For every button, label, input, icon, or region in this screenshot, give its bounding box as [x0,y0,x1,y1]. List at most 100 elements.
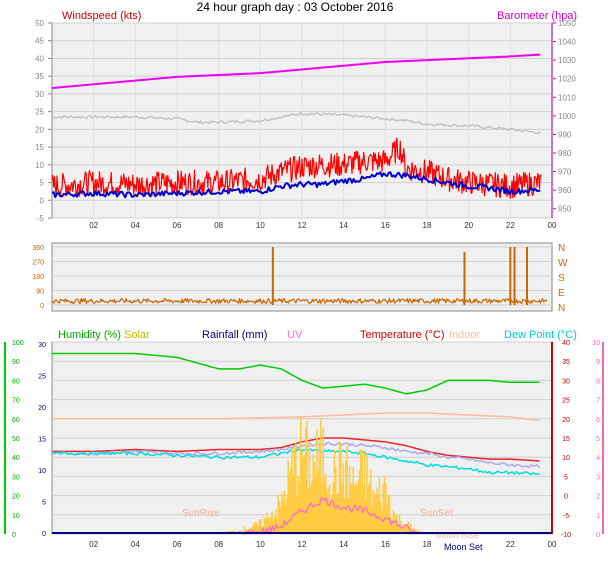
uv-tick-label: 4 [596,455,600,462]
series-grey [51,111,541,134]
barometer-tick-label: 1040 [558,38,576,47]
humidity-tick-label: 90 [12,359,20,366]
direction-tick-label: 270 [32,260,44,267]
windspeed-tick-label: 0 [40,196,45,205]
moonset-label: Moon Set [444,542,483,552]
humidity-tick-label: 40 [12,455,20,462]
x-tick-label: 04 [131,221,140,230]
rainfall-tick-label: 0 [42,531,46,538]
temperature-tick-label: 20 [562,417,570,424]
barometer-tick-label: 970 [558,168,572,177]
temperature-tick-label: 5 [564,474,568,481]
humidity-tick-label: 80 [12,378,20,385]
direction-tick-label: 360 [32,245,44,252]
compass-label: S [558,273,565,284]
direction-tick-label: 0 [40,303,44,310]
x-tick-label: 12 [298,540,307,549]
x-tick-label: 22 [506,540,515,549]
rainfall-tick-label: 25 [38,374,46,381]
barometer-tick-label: 980 [558,149,572,158]
temperature-tick-label: -5 [563,513,569,520]
barometer-tick-label: 960 [558,186,572,195]
uv-tick-label: 8 [596,378,600,385]
x-tick-label: 08 [214,540,223,549]
x-tick-label: 02 [89,540,98,549]
uv-tick-label: 10 [592,340,600,347]
uv-tick-label: 9 [596,359,600,366]
legend-dewpoint: Dew Point (°C) [504,329,577,341]
series-gust [51,137,542,199]
windspeed-tick-label: 30 [35,90,44,99]
windspeed-tick-label: 25 [35,108,44,117]
windspeed-tick-label: 50 [35,19,44,28]
series-baro [51,53,541,89]
x-tick-label: 08 [214,221,223,230]
series-uv [239,497,417,535]
temperature-tick-label: 30 [562,378,570,385]
x-tick-label: 10 [256,221,265,230]
x-tick-label: 06 [173,540,182,549]
x-tick-label: 00 [548,221,557,230]
series-indoor [52,412,540,422]
legend-solar: Solar [124,329,150,341]
barometer-tick-label: 950 [558,205,572,214]
direction-tick-label: 180 [32,274,44,281]
barometer-tick-label: 1050 [558,19,576,28]
uv-tick-label: 2 [596,494,600,501]
direction-tick-label: 90 [36,289,44,296]
windspeed-tick-label: 35 [35,72,44,81]
humidity-tick-label: 10 [12,513,20,520]
uv-tick-label: 7 [596,398,600,405]
compass-label: N [558,243,565,254]
barometer-tick-label: 1020 [558,75,576,84]
rainfall-tick-label: 10 [38,468,46,475]
temperature-tick-label: 15 [562,436,570,443]
uv-tick-label: 5 [596,436,600,443]
humidity-tick-label: 60 [12,417,20,424]
uv-tick-label: 0 [596,532,600,539]
temperature-tick-label: 40 [562,340,570,347]
legend-temperature: Temperature (°C) [360,329,444,341]
barometer-tick-label: 1010 [558,93,576,102]
series-avgwind [51,171,541,199]
windspeed-tick-label: -5 [37,214,45,223]
x-tick-label: 12 [298,221,307,230]
humidity-tick-label: 50 [12,436,20,443]
rainfall-tick-label: 20 [38,405,46,412]
x-tick-label: 16 [381,540,390,549]
sunset-label: SunSet [420,508,453,519]
humidity-tick-label: 20 [12,494,20,501]
x-tick-label: 06 [173,221,182,230]
barometer-tick-label: 990 [558,130,572,139]
temperature-tick-label: 10 [562,455,570,462]
legend-uv: UV [287,329,303,341]
x-tick-label: 18 [423,221,432,230]
moonrise-label: Moon Rise [436,530,479,540]
x-tick-label: 04 [131,540,140,549]
temperature-tick-label: 0 [564,494,568,501]
legend-humidity: Humidity (%) [58,329,121,341]
rainfall-tick-label: 5 [42,500,46,507]
barometer-tick-label: 1030 [558,56,576,65]
temperature-tick-label: -10 [561,532,571,539]
x-tick-label: 14 [339,221,348,230]
temperature-tick-label: 25 [562,398,570,405]
series-humidity [52,352,540,395]
windspeed-tick-label: 10 [35,161,44,170]
direction-panel [51,242,553,312]
rainfall-tick-label: 30 [38,342,46,349]
humidity-tick-label: 0 [12,532,16,539]
x-tick-label: 02 [89,221,98,230]
humidity-tick-label: 30 [12,474,20,481]
barometer-tick-label: 1000 [558,112,576,121]
x-tick-label: 18 [423,540,432,549]
windspeed-tick-label: 45 [35,37,44,46]
uv-tick-label: 6 [596,417,600,424]
uv-tick-label: 1 [596,513,600,520]
windspeed-tick-label: 20 [35,125,44,134]
rainfall-tick-label: 15 [38,437,46,444]
legend-indoor: Indoor [449,329,481,341]
windspeed-tick-label: 40 [35,54,44,63]
uv-tick-label: 3 [596,474,600,481]
